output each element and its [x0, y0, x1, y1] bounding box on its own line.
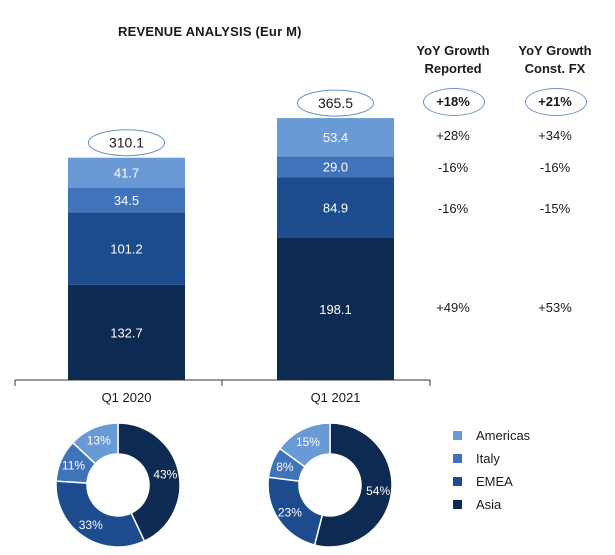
legend-item-emea: EMEA	[453, 472, 513, 490]
legend-swatch-americas	[453, 430, 462, 440]
donut-slice-q1-2021-asia	[313, 422, 393, 548]
italy-growth-reported: -16%	[437, 160, 469, 175]
total-label-q1-2020: 310.1	[109, 135, 144, 151]
total-growth-const-fx-oval	[525, 88, 587, 116]
donut-label-q1-2021-emea: 23%	[278, 505, 302, 519]
bar-label-q1-2020-americas: 41.7	[114, 166, 139, 181]
emea-growth-reported: -16%	[437, 201, 469, 216]
donut-label-q1-2021-italy: 8%	[276, 460, 294, 474]
bar-label-q1-2020-italy: 34.5	[114, 193, 139, 208]
emea-growth-const-fx: -15%	[539, 201, 571, 216]
bar-q1-2021-italy	[277, 156, 394, 178]
americas-growth-reported: +28%	[436, 128, 470, 143]
total-oval-q1-2020	[88, 129, 165, 157]
donut-label-q1-2020-italy: 11%	[62, 459, 85, 473]
donut-label-q1-2020-americas: 13%	[87, 433, 111, 447]
donut-label-q1-2021-americas: 15%	[296, 435, 320, 449]
x-tick-label-q1-2020: Q1 2020	[102, 390, 152, 405]
column-header-reported-line2: Reported	[424, 61, 482, 76]
legend-item-italy: Italy	[453, 449, 500, 467]
donut-label-q1-2020-emea: 33%	[79, 518, 103, 532]
total-growth-reported-oval	[423, 88, 485, 116]
x-tick-label-q1-2021: Q1 2021	[311, 390, 361, 405]
bar-label-q1-2021-americas: 53.4	[323, 130, 348, 145]
legend-label-americas: Americas	[476, 427, 531, 443]
donut-label-q1-2020-asia: 43%	[153, 467, 177, 481]
legend-label-asia: Asia	[476, 496, 502, 512]
total-growth-const-fx: +21%	[538, 94, 572, 109]
donut-slice-q1-2020-emea	[55, 480, 146, 548]
legend-item-asia: Asia	[453, 495, 501, 513]
bar-q1-2020-americas	[68, 157, 185, 188]
total-oval-q1-2021	[297, 89, 374, 117]
bar-label-q1-2021-italy: 29.0	[323, 160, 348, 175]
column-header-reported-line1: YoY Growth	[416, 43, 490, 58]
legend-item-americas: Americas	[453, 426, 530, 444]
column-header-reported: YoY Growth Reported	[408, 42, 498, 78]
legend-swatch-emea	[453, 476, 462, 486]
column-header-const-fx-line2: Const. FX	[524, 61, 586, 76]
bar-label-q1-2021-asia: 198.1	[319, 302, 352, 317]
bar-q1-2020-asia	[68, 284, 185, 380]
americas-growth-const-fx: +34%	[538, 128, 572, 143]
bar-label-q1-2020-asia: 132.7	[110, 325, 143, 340]
bar-label-q1-2021-emea: 84.9	[323, 201, 348, 216]
asia-growth-reported: +49%	[436, 300, 470, 315]
bar-q1-2021-emea	[277, 177, 394, 238]
legend-label-emea: EMEA	[476, 473, 513, 489]
bar-q1-2020-emea	[68, 212, 185, 285]
donut-slice-q1-2020-americas	[71, 422, 119, 465]
page-title: REVENUE ANALYSIS (Eur M)	[118, 24, 302, 39]
donut-slice-q1-2021-americas	[278, 422, 331, 468]
legend-swatch-asia	[453, 499, 462, 509]
total-growth-reported: +18%	[436, 94, 470, 109]
donut-label-q1-2021-asia: 54%	[366, 484, 390, 498]
total-label-q1-2021: 365.5	[318, 95, 353, 111]
italy-growth-const-fx: -16%	[539, 160, 571, 175]
column-header-const-fx-line1: YoY Growth	[518, 43, 592, 58]
bar-q1-2021-asia	[277, 237, 394, 380]
bar-label-q1-2020-emea: 101.2	[110, 242, 143, 257]
column-header-const-fx: YoY Growth Const. FX	[510, 42, 600, 78]
legend-label-italy: Italy	[476, 450, 500, 466]
bar-q1-2021-americas	[277, 118, 394, 157]
bar-q1-2020-italy	[68, 187, 185, 213]
asia-growth-const-fx: +53%	[538, 300, 572, 315]
donut-slice-q1-2020-asia	[117, 422, 181, 543]
legend-swatch-italy	[453, 453, 462, 463]
